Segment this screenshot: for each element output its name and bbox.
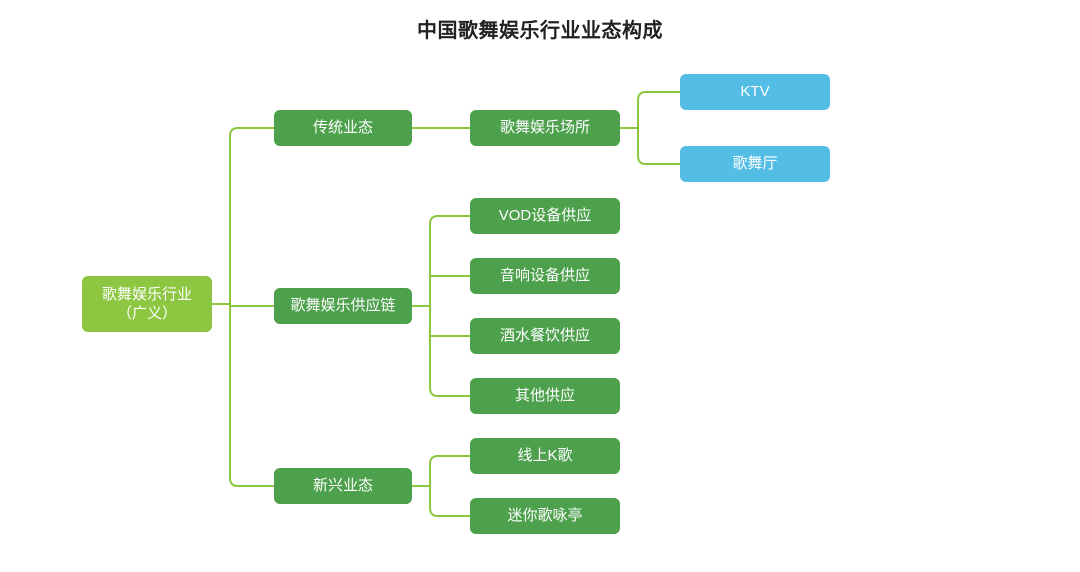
node-root: 歌舞娱乐行业 （广义） (82, 276, 212, 332)
node-b2: 歌舞娱乐供应链 (274, 288, 412, 324)
node-c3a: 线上K歌 (470, 438, 620, 474)
node-c2b: 音响设备供应 (470, 258, 620, 294)
node-c2c: 酒水餐饮供应 (470, 318, 620, 354)
node-b1: 传统业态 (274, 110, 412, 146)
node-d2: 歌舞厅 (680, 146, 830, 182)
node-b3: 新兴业态 (274, 468, 412, 504)
node-c2a: VOD设备供应 (470, 198, 620, 234)
node-c2d: 其他供应 (470, 378, 620, 414)
diagram-title: 中国歌舞娱乐行业业态构成 (0, 14, 1080, 43)
node-c3b: 迷你歌咏亭 (470, 498, 620, 534)
node-d1: KTV (680, 74, 830, 110)
node-c1: 歌舞娱乐场所 (470, 110, 620, 146)
